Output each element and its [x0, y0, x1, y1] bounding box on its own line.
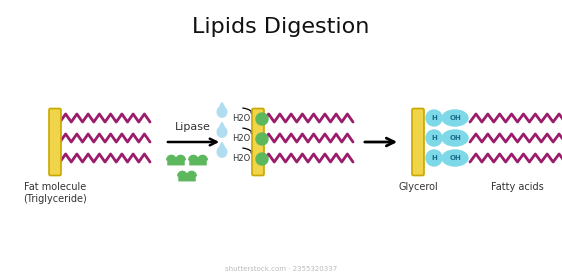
FancyBboxPatch shape	[167, 159, 185, 165]
Polygon shape	[176, 155, 185, 160]
Circle shape	[426, 150, 442, 166]
Polygon shape	[187, 171, 196, 176]
Text: Fatty acids: Fatty acids	[491, 182, 544, 192]
Text: H: H	[431, 115, 437, 121]
FancyBboxPatch shape	[49, 109, 61, 176]
Ellipse shape	[442, 130, 468, 146]
FancyBboxPatch shape	[178, 175, 196, 181]
Ellipse shape	[442, 150, 468, 166]
Circle shape	[426, 130, 442, 146]
Text: H2O: H2O	[232, 113, 250, 123]
Polygon shape	[217, 107, 227, 117]
Polygon shape	[217, 127, 227, 137]
Text: H: H	[431, 135, 437, 141]
Text: OH: OH	[449, 155, 461, 161]
Ellipse shape	[442, 110, 468, 126]
Text: OH: OH	[449, 135, 461, 141]
Circle shape	[256, 153, 268, 165]
Text: Lipids Digestion: Lipids Digestion	[192, 17, 370, 37]
Polygon shape	[220, 143, 224, 147]
Text: H: H	[431, 155, 437, 161]
Text: shutterstock.com · 2355320337: shutterstock.com · 2355320337	[225, 266, 337, 272]
Circle shape	[256, 113, 268, 125]
Text: H2O: H2O	[232, 153, 250, 162]
Text: H2O: H2O	[232, 134, 250, 143]
Polygon shape	[220, 102, 224, 107]
Polygon shape	[167, 155, 176, 160]
Circle shape	[426, 110, 442, 126]
FancyBboxPatch shape	[412, 109, 424, 176]
Text: Lipase: Lipase	[175, 122, 211, 132]
Text: Glycerol: Glycerol	[398, 182, 438, 192]
Polygon shape	[220, 122, 224, 127]
Polygon shape	[198, 155, 207, 160]
Polygon shape	[217, 147, 227, 157]
FancyBboxPatch shape	[189, 159, 207, 165]
Polygon shape	[178, 171, 187, 176]
Circle shape	[256, 133, 268, 145]
Polygon shape	[189, 155, 198, 160]
Text: Fat molecule
(Triglyceride): Fat molecule (Triglyceride)	[23, 182, 87, 204]
FancyBboxPatch shape	[252, 109, 264, 176]
Text: OH: OH	[449, 115, 461, 121]
